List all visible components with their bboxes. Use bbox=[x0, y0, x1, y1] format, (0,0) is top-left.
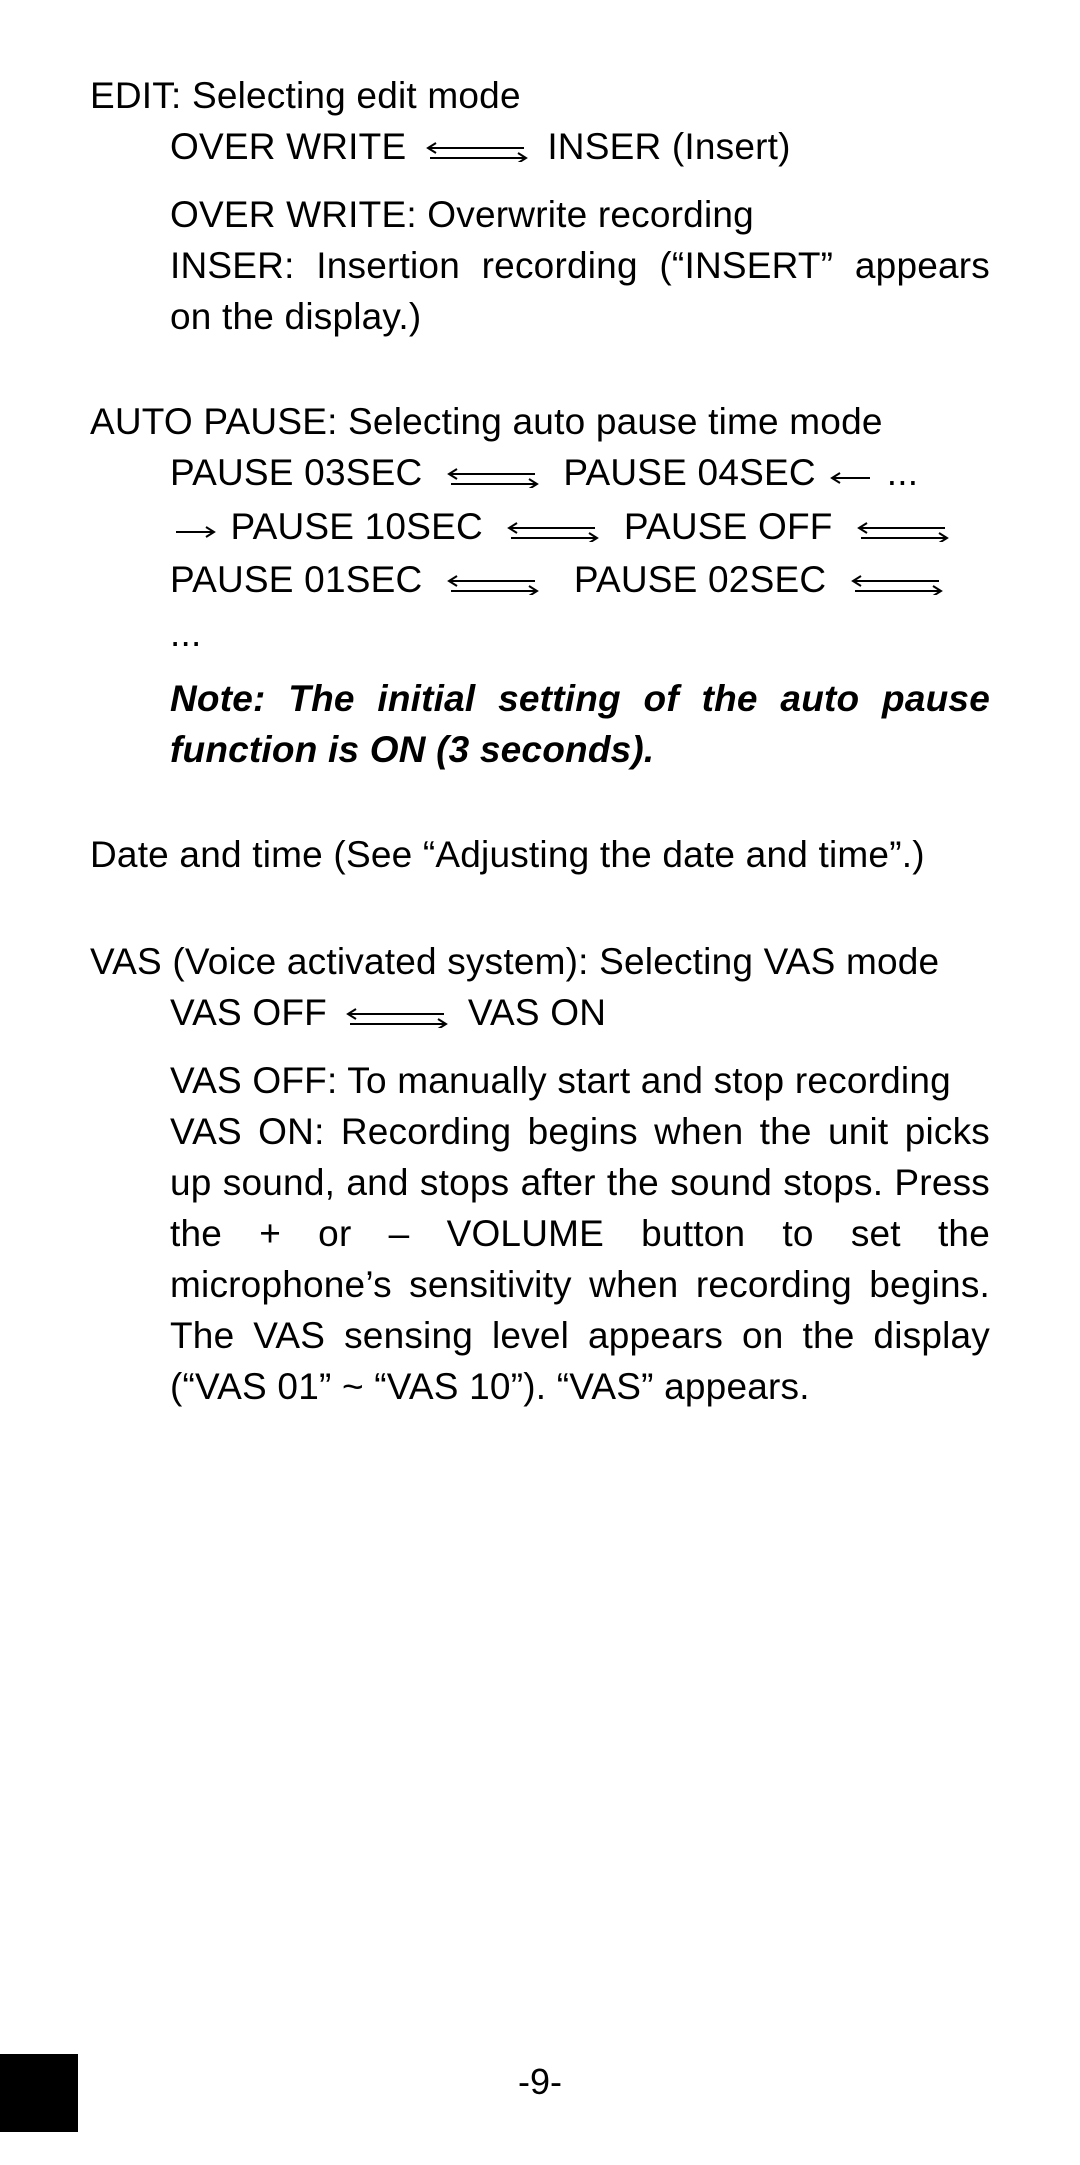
double-arrow-icon bbox=[417, 124, 537, 175]
auto-pause-note: Note: The initial setting of the auto pa… bbox=[90, 673, 990, 775]
page-number: -9- bbox=[0, 2061, 1080, 2103]
vas-heading: VAS (Voice activated system): Selecting … bbox=[90, 936, 990, 987]
manual-page: EDIT: Selecting edit mode OVER WRITE INS… bbox=[0, 0, 1080, 2165]
pause-10: PAUSE 10SEC bbox=[230, 506, 482, 547]
ellipsis: ... bbox=[170, 613, 201, 654]
double-arrow-icon bbox=[493, 503, 613, 554]
pause-03: PAUSE 03SEC bbox=[170, 452, 422, 493]
overwrite-label: OVER WRITE bbox=[170, 126, 406, 167]
auto-pause-options: PAUSE 03SEC PAUSE 04SEC ... bbox=[90, 447, 990, 659]
pause-01: PAUSE 01SEC bbox=[170, 559, 422, 600]
inser-label: INSER (Insert) bbox=[547, 126, 790, 167]
vas-off-label: VAS OFF bbox=[170, 992, 327, 1033]
overwrite-desc: OVER WRITE: Overwrite recording bbox=[90, 189, 990, 240]
double-arrow-icon bbox=[837, 557, 957, 608]
pause-off: PAUSE OFF bbox=[624, 506, 833, 547]
date-time-text: Date and time (See “Adjusting the date a… bbox=[90, 829, 990, 880]
pause-02: PAUSE 02SEC bbox=[574, 559, 826, 600]
edit-heading: EDIT: Selecting edit mode bbox=[90, 70, 990, 121]
vas-on-label: VAS ON bbox=[468, 992, 606, 1033]
right-arrow-icon bbox=[170, 506, 230, 547]
double-arrow-icon bbox=[433, 450, 553, 501]
vas-options-line: VAS OFF VAS ON bbox=[90, 987, 990, 1041]
left-arrow-icon bbox=[826, 452, 886, 493]
double-arrow-icon bbox=[433, 557, 553, 608]
edit-options-line: OVER WRITE INSER (Insert) bbox=[90, 121, 990, 175]
auto-pause-heading: AUTO PAUSE: Selecting auto pause time mo… bbox=[90, 396, 990, 447]
vas-on-desc: VAS ON: Recording begins when the unit p… bbox=[90, 1106, 990, 1412]
pause-04: PAUSE 04SEC bbox=[563, 452, 815, 493]
inser-desc: INSER: Insertion recording (“INSERT” app… bbox=[90, 240, 990, 342]
ellipsis: ... bbox=[887, 452, 918, 493]
double-arrow-icon bbox=[843, 503, 963, 554]
vas-off-desc: VAS OFF: To manually start and stop reco… bbox=[90, 1055, 990, 1106]
double-arrow-icon bbox=[337, 990, 457, 1041]
